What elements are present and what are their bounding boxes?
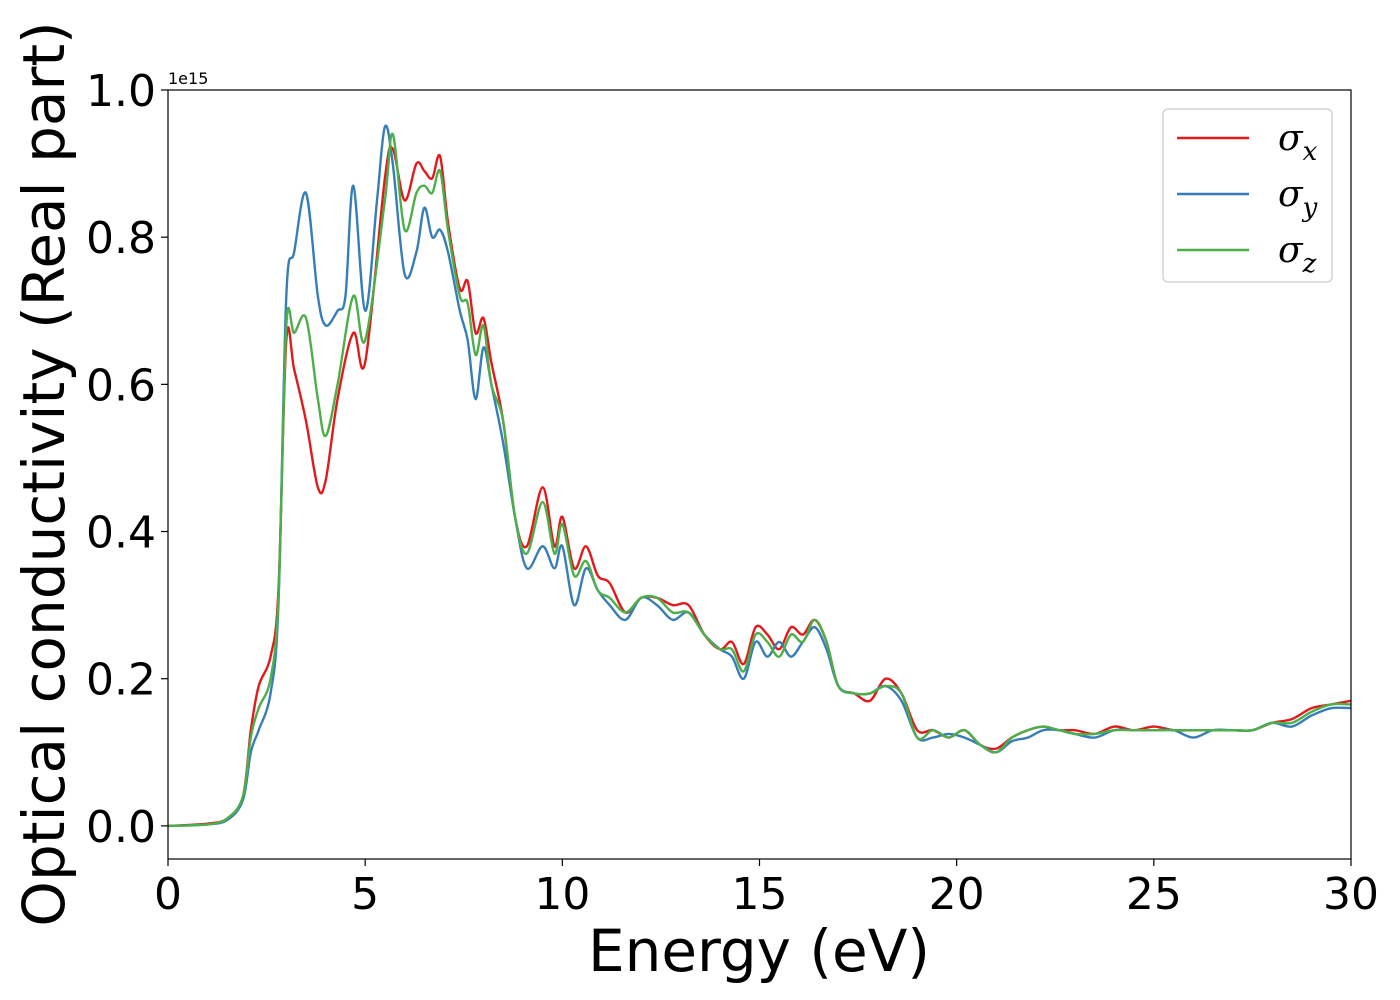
y-tick-label: 0.4 (86, 508, 156, 559)
legend-subscript: y (1302, 193, 1318, 223)
x-tick-label: 0 (154, 869, 182, 920)
legend-symbol: σ (1278, 230, 1304, 271)
y-tick-label: 0.2 (86, 655, 156, 706)
x-tick-label: 25 (1126, 869, 1182, 920)
y-tick-label: 0.8 (86, 213, 156, 264)
legend-symbol: σ (1278, 174, 1304, 215)
x-axis: 0 5 10 15 20 25 30 (154, 859, 1379, 920)
y-axis-title: Optical conductivity (Real part) (10, 21, 78, 926)
legend-label-x: σx (1278, 118, 1318, 167)
x-tick-label: 30 (1323, 869, 1379, 920)
series-line-z (167, 132, 1352, 828)
x-axis-title: Energy (eV) (588, 917, 930, 985)
x-tick-label: 10 (534, 869, 590, 920)
legend-label-z: σz (1278, 230, 1317, 279)
series-layer (167, 124, 1352, 828)
legend-box (1162, 108, 1333, 283)
legend-symbol: σ (1278, 118, 1304, 159)
legend-subscript: x (1303, 137, 1318, 167)
legend-subscript: z (1302, 249, 1317, 279)
y-tick-label: 0.6 (86, 360, 156, 411)
legend-label-y: σy (1278, 174, 1318, 223)
x-tick-label: 15 (732, 869, 788, 920)
x-tick-label: 20 (929, 869, 985, 920)
y-offset-label: 1e15 (168, 69, 208, 88)
x-tick-label: 5 (351, 869, 379, 920)
y-tick-label: 1.0 (86, 66, 156, 117)
y-axis: 0.0 0.2 0.4 0.6 0.8 1.0 (86, 66, 168, 853)
y-tick-label: 0.0 (86, 802, 156, 853)
